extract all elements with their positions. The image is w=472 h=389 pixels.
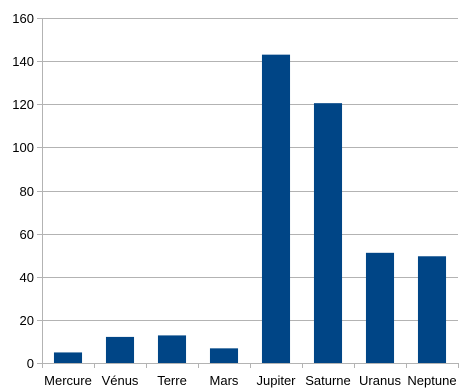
y-tick-label: 40 (20, 270, 34, 285)
x-axis-tick-labels: Mercure Vénus Terre Mars Jupiter Saturne Uranu… (44, 373, 456, 388)
x-tick-label: Neptune (407, 373, 456, 388)
x-tick-label: Saturne (305, 373, 351, 388)
y-tick-label: 0 (27, 356, 34, 371)
bars (53, 54, 447, 363)
bar-mars (209, 348, 239, 363)
y-axis-tick-labels: 0 20 40 60 80 100 120 140 160 (12, 11, 34, 371)
bar-neptune (417, 256, 447, 363)
gridlines (37, 18, 459, 368)
x-tick-label: Vénus (102, 373, 139, 388)
y-tick-label: 160 (12, 11, 34, 26)
x-tick-label: Terre (157, 373, 187, 388)
x-tick-label: Uranus (359, 373, 401, 388)
bar-jupiter (261, 54, 291, 363)
bar-terre (157, 335, 187, 363)
x-tick-label: Mercure (44, 373, 92, 388)
y-tick-label: 60 (20, 227, 34, 242)
bar-saturne (313, 103, 343, 363)
y-tick-label: 120 (12, 97, 34, 112)
bar-mercure (53, 352, 83, 363)
x-tick-label: Jupiter (256, 373, 296, 388)
y-tick-label: 20 (20, 313, 34, 328)
bar-vénus (105, 336, 135, 363)
bar-uranus (365, 252, 395, 363)
y-tick-label: 140 (12, 54, 34, 69)
y-tick-label: 100 (12, 140, 34, 155)
x-tick-label: Mars (210, 373, 239, 388)
y-tick-label: 80 (20, 184, 34, 199)
